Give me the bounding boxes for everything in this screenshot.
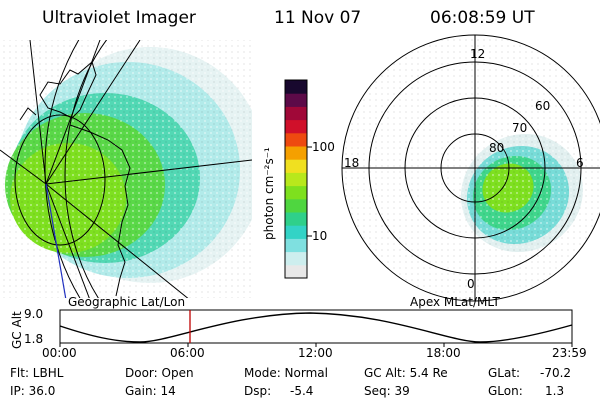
colorbar-cell [285, 80, 307, 94]
polar-plot [341, 34, 600, 302]
altitude-xticks [59, 343, 573, 347]
polar-caption: Apex MLat/MLT [410, 295, 500, 309]
colorbar-label: photon cm⁻²s⁻¹ [262, 147, 276, 240]
instrument-title: Ultraviolet Imager [42, 8, 196, 28]
mlt-label-18: 18 [344, 156, 360, 170]
colorbar-cell [285, 172, 307, 187]
mlt-label-12: 12 [470, 47, 486, 61]
colorbar-cell [285, 264, 307, 279]
colorbar-cell [285, 93, 307, 107]
lat-circle-outer [44, 40, 81, 298]
colorbar-cell [285, 119, 307, 134]
lat-circle-pole [14, 114, 106, 246]
colorbar-cell [285, 146, 307, 160]
mlt-label-6: 6 [576, 156, 584, 170]
mlat-label-70: 70 [512, 121, 528, 135]
colorbar-cell [285, 106, 307, 121]
status-glat-label: GLat: [488, 366, 521, 380]
colorbar-cell [285, 198, 307, 213]
status-glat-value: -70.2 [540, 366, 572, 380]
mlt-label-0: 0 [467, 277, 475, 291]
colorbar-cell [285, 251, 307, 266]
coastline-east [69, 124, 131, 297]
colorbar-frame [284, 79, 308, 279]
status-gain: Gain: 14 [125, 384, 176, 398]
altitude-xtick-4: 23:59 [552, 346, 587, 360]
colorbar-cell [285, 212, 307, 226]
terminator-line [45, 183, 67, 298]
status-ip: IP: 36.0 [10, 384, 56, 398]
altitude-xtick-1: 06:00 [170, 346, 205, 360]
observation-date: 11 Nov 07 [274, 8, 362, 28]
status-seq: Seq: 39 [364, 384, 410, 398]
status-glon-label: GLon: [488, 384, 523, 398]
altitude-ylabel: GC Alt [10, 311, 24, 349]
status-dsp-value: -5.4 [290, 384, 314, 398]
altitude-xtick-2: 12:00 [298, 346, 333, 360]
colorbar-cell [285, 238, 307, 253]
left-map-caption: Geographic Lat/Lon [68, 295, 186, 309]
status-gc-alt: GC Alt: 5.4 Re [364, 366, 448, 380]
colorbar-cell [285, 185, 307, 200]
meridian-lines [0, 40, 252, 298]
colorbar-tick-10: 10 [312, 229, 328, 243]
lat-circle-mid [64, 40, 108, 298]
geographic-map [0, 40, 252, 298]
altitude-plot [59, 309, 573, 347]
coastline-west [19, 107, 37, 121]
altitude-ytick-top: 9.0 [24, 307, 44, 321]
status-mode: Mode: Normal [244, 366, 328, 380]
status-door: Door: Open [125, 366, 194, 380]
colorbar-cell [285, 132, 307, 147]
status-filter: Flt: LBHL [10, 366, 64, 380]
colorbar-cell [285, 225, 307, 239]
colorbar-cell [285, 159, 307, 173]
altitude-ytick-bottom: 1.8 [24, 332, 44, 346]
status-glon-value: 1.3 [545, 384, 565, 398]
status-dsp-label: Dsp: [244, 384, 272, 398]
coastline-north [39, 61, 97, 119]
observation-time: 06:08:59 UT [430, 8, 535, 28]
altitude-xtick-0: 00:00 [42, 346, 77, 360]
altitude-curve [59, 312, 573, 343]
altitude-plot-frame [59, 309, 573, 344]
colorbar [284, 79, 312, 279]
mlat-label-60: 60 [535, 99, 551, 113]
mlat-label-80: 80 [489, 141, 505, 155]
altitude-xtick-3: 18:00 [426, 346, 461, 360]
colorbar-tick-100: 100 [312, 140, 335, 154]
